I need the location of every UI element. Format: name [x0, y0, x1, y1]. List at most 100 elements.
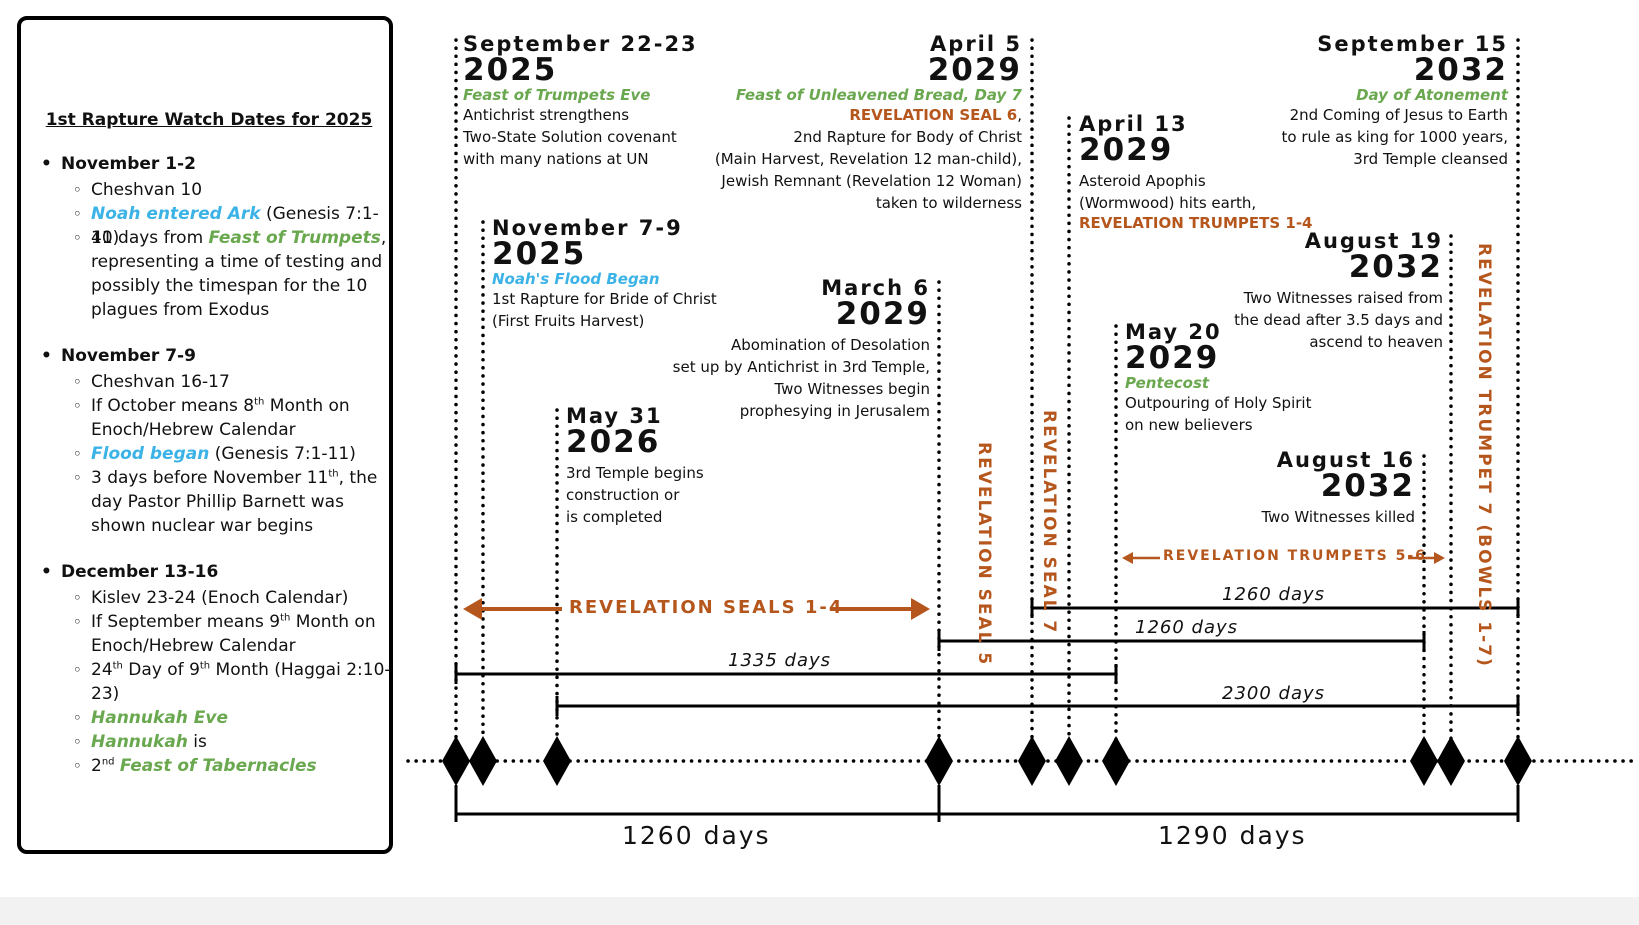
- event-date: September 15: [1317, 32, 1508, 56]
- event-date: May 31: [566, 404, 663, 428]
- item-noah-ark: Noah entered Ark (Genesis 7:1-11): [73, 202, 391, 250]
- event-mar2029: March 6 2029 Abomination of Desolation s…: [673, 276, 930, 422]
- diamond-mar2029: [925, 736, 953, 786]
- event-year: 2032: [1320, 468, 1415, 504]
- bottom-strip: [0, 897, 1639, 925]
- event-desc: Outpouring of Holy Spirit: [1125, 394, 1312, 412]
- diamond-aug16: [1410, 736, 1438, 786]
- event-trumpets: REVELATION TRUMPETS 1-4: [1079, 214, 1313, 232]
- label-trumpet-7: REVELATION TRUMPET 7 (BOWLS 1-7): [1474, 243, 1494, 668]
- event-desc: Abomination of Desolation: [730, 336, 930, 354]
- event-desc: Two Witnesses raised from: [1243, 289, 1443, 307]
- item-hannukah-eve: Hannukah Eve: [73, 706, 391, 730]
- event-sep15-2032: September 15 2032 Day of Atonement 2nd C…: [1282, 32, 1508, 170]
- event-date: March 6: [821, 276, 930, 300]
- item-september-9th: If September means 9th Month on Enoch/He…: [73, 610, 391, 658]
- panel-title: 1st Rapture Watch Dates for 2025: [45, 110, 373, 130]
- diamond-apr13: [1055, 736, 1083, 786]
- event-desc: ascend to heaven: [1309, 333, 1443, 351]
- event-desc: prophesying in Jerusalem: [739, 402, 930, 420]
- diamond-sep2032: [1504, 736, 1532, 786]
- diamond-sep2025: [442, 736, 470, 786]
- diamond-may20: [1102, 736, 1130, 786]
- event-year: 2029: [835, 296, 930, 332]
- item-october-8th: If October means 8th Month on Enoch/Hebr…: [73, 394, 391, 442]
- label-seals-1-4: REVELATION SEALS 1-4: [569, 597, 844, 618]
- event-desc: taken to wilderness: [875, 194, 1022, 212]
- event-seal-comma: ,: [1017, 106, 1022, 124]
- event-may20-2029: May 20 2029 Pentecost Outpouring of Holy…: [1125, 320, 1311, 436]
- event-date: August 16: [1276, 448, 1415, 472]
- section-dec13-16: December 13-16: [41, 562, 218, 582]
- event-desc: Antichrist strengthens: [463, 106, 630, 124]
- label-seal-7: REVELATION SEAL 7: [1039, 410, 1059, 635]
- event-desc: Asteroid Apophis: [1079, 172, 1206, 190]
- item-3-days-before: 3 days before November 11th, the day Pas…: [73, 466, 391, 538]
- diamond-nov2025: [469, 736, 497, 786]
- event-desc: (Main Harvest, Revelation 12 man-child),: [714, 150, 1022, 168]
- event-desc: 3rd Temple cleansed: [1353, 150, 1508, 168]
- event-date: April 5: [930, 32, 1022, 56]
- event-desc: Two Witnesses begin: [774, 380, 930, 398]
- watch-dates-panel: 1st Rapture Watch Dates for 2025 Novembe…: [17, 16, 393, 854]
- event-desc: on new believers: [1125, 416, 1253, 434]
- item-40-days: 40 days from Feast of Trumpets, represen…: [73, 226, 391, 322]
- event-year: 2029: [927, 52, 1022, 88]
- event-date: May 20: [1125, 320, 1222, 344]
- event-feast: Day of Atonement: [1356, 86, 1508, 104]
- diamond-apr5: [1018, 736, 1046, 786]
- event-desc: Jewish Remnant (Revelation 12 Woman): [721, 172, 1022, 190]
- item-hannukah-is: Hannukah is: [73, 730, 391, 754]
- label-seal-5: REVELATION SEAL 5: [974, 442, 994, 667]
- section-nov1-2: November 1-2: [41, 154, 196, 174]
- event-year: 2026: [566, 424, 661, 460]
- event-feast: Pentecost: [1125, 374, 1210, 392]
- event-feast: Feast of Trumpets Eve: [463, 86, 651, 104]
- item-24th-day: 24th Day of 9th Month (Haggai 2:10-23): [73, 658, 391, 706]
- event-date: September 22-23: [463, 32, 698, 56]
- label-trumpets-5-6: REVELATION TRUMPETS 5-6: [1163, 548, 1427, 564]
- item-cheshvan-10: Cheshvan 10: [73, 178, 391, 202]
- event-desc: with many nations at UN: [463, 150, 649, 168]
- event-desc: 2nd Coming of Jesus to Earth: [1289, 106, 1508, 124]
- event-nov2025: November 7-9 2025 Noah's Flood Began 1st…: [492, 216, 717, 332]
- event-apr13-2029: April 13 2029 Asteroid Apophis (Wormwood…: [1079, 112, 1312, 232]
- duration-1335: 1335 days: [728, 650, 832, 671]
- event-apr5-2029: April 5 2029 Feast of Unleavened Bread, …: [715, 32, 1022, 214]
- event-date: November 7-9: [492, 216, 683, 240]
- event-year: 2029: [1079, 132, 1174, 168]
- event-desc: construction or: [566, 486, 680, 504]
- event-sep2025: September 22-23 2025 Feast of Trumpets E…: [463, 32, 698, 170]
- item-cheshvan-16-17: Cheshvan 16-17: [73, 370, 391, 394]
- event-desc: 2nd Rapture for Body of Christ: [793, 128, 1022, 146]
- event-desc: to rule as king for 1000 years,: [1281, 128, 1508, 146]
- section-nov7-9: November 7-9: [41, 346, 196, 366]
- item-feast-tabernacles: 2nd Feast of Tabernacles: [73, 754, 391, 778]
- event-year: 2025: [492, 236, 587, 272]
- event-desc: Two-State Solution covenant: [463, 128, 677, 146]
- item-kislev: Kislev 23-24 (Enoch Calendar): [73, 586, 391, 610]
- event-date: April 13: [1079, 112, 1188, 136]
- duration-1260-bottom: 1260 days: [622, 821, 771, 850]
- event-desc: 3rd Temple begins: [566, 464, 704, 482]
- event-desc: is completed: [566, 508, 663, 526]
- event-aug16-2032: August 16 2032 Two Witnesses killed: [1261, 448, 1415, 528]
- diamond-aug19: [1437, 736, 1465, 786]
- event-year: 2032: [1413, 52, 1508, 88]
- event-date: August 19: [1304, 229, 1443, 253]
- event-desc: Two Witnesses killed: [1261, 508, 1415, 526]
- event-desc: the dead after 3.5 days and: [1234, 311, 1443, 329]
- event-year: 2032: [1348, 249, 1443, 285]
- item-flood-began: Flood began (Genesis 7:1-11): [73, 442, 391, 466]
- event-desc: (Wormwood) hits earth,: [1079, 194, 1257, 212]
- event-may2026: May 31 2026 3rd Temple begins constructi…: [566, 404, 704, 528]
- event-seal: REVELATION SEAL 6: [849, 106, 1018, 124]
- event-year: 2029: [1125, 340, 1220, 376]
- event-feast: Noah's Flood Began: [492, 270, 660, 288]
- event-aug19-2032: August 19 2032 Two Witnesses raised from…: [1234, 229, 1443, 353]
- duration-2300: 2300 days: [1222, 683, 1326, 704]
- event-desc: (First Fruits Harvest): [492, 312, 645, 330]
- duration-1260-mid: 1260 days: [1135, 617, 1239, 638]
- event-year: 2025: [463, 52, 558, 88]
- event-feast: Feast of Unleavened Bread, Day 7: [735, 86, 1022, 104]
